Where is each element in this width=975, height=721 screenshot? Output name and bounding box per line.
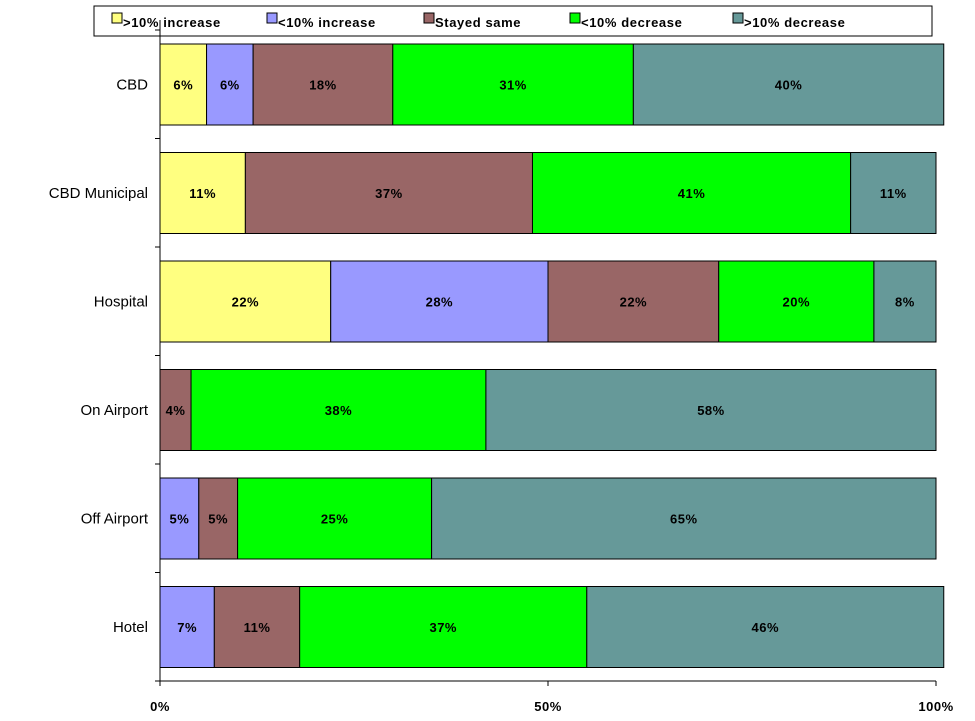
bar-segment xyxy=(244,152,533,234)
bar-segment xyxy=(718,260,875,343)
category-label: Off Airport xyxy=(81,511,149,528)
data-label: 7% xyxy=(177,620,197,635)
data-label: 4% xyxy=(166,403,186,418)
bar-segment xyxy=(632,43,945,126)
legend-swatch xyxy=(569,12,581,24)
data-label: 58% xyxy=(697,403,725,418)
bar-segment xyxy=(850,152,937,234)
plot-area: 6% 6% 18% 31% 40% 11% 37% 41% 11% 22% 28% 22% 20% 8% 4… xyxy=(159,43,945,668)
x-tick-label: 100% xyxy=(918,699,953,714)
bar-segment xyxy=(190,369,487,451)
data-label: 11% xyxy=(880,186,907,201)
category-label: Hospital xyxy=(94,294,148,311)
bar-segment xyxy=(586,586,945,668)
legend-swatch xyxy=(111,12,123,24)
x-tick-label: 50% xyxy=(534,699,562,714)
legend-entry: >10% increase xyxy=(123,15,221,30)
legend-entry: <10% increase xyxy=(278,15,376,30)
bar-segment xyxy=(159,477,200,560)
legend-entry: >10% decrease xyxy=(744,15,845,30)
data-label: 38% xyxy=(325,403,353,418)
bar-segment xyxy=(299,586,588,668)
bar-segment xyxy=(159,152,246,234)
bar-segment xyxy=(330,260,549,343)
bar-segment xyxy=(252,43,394,126)
legend-box xyxy=(93,5,933,37)
bar-segment xyxy=(392,43,634,126)
bar-segment xyxy=(237,477,433,560)
data-label: 11% xyxy=(189,186,216,201)
legend-swatch xyxy=(732,12,744,24)
category-label: On Airport xyxy=(80,402,148,419)
data-label: 65% xyxy=(670,512,698,527)
data-label: 25% xyxy=(321,512,349,527)
legend-swatch xyxy=(266,12,278,24)
data-label: 11% xyxy=(244,620,271,635)
data-label: 20% xyxy=(783,295,811,310)
data-label: 22% xyxy=(620,295,648,310)
data-label: 46% xyxy=(752,620,780,635)
legend: >10% increase <10% increase Stayed same <10… xyxy=(93,5,933,37)
bar-segment xyxy=(159,586,215,668)
bar-segment xyxy=(206,43,254,126)
bar-segment xyxy=(431,477,937,560)
data-label: 41% xyxy=(678,186,706,201)
bar-segment xyxy=(485,369,937,451)
legend-entry: <10% decrease xyxy=(581,15,682,30)
bar-segment xyxy=(873,260,937,343)
data-label: 5% xyxy=(208,512,228,527)
data-label: 37% xyxy=(375,186,403,201)
legend-swatch xyxy=(423,12,435,24)
data-label: 6% xyxy=(173,78,193,93)
x-tick-label: 0% xyxy=(150,699,170,714)
bar-segment xyxy=(547,260,720,343)
category-label: CBD xyxy=(116,77,148,94)
data-label: 8% xyxy=(895,295,915,310)
data-label: 37% xyxy=(429,620,457,635)
category-label: CBD Municipal xyxy=(49,185,148,202)
bar-segment xyxy=(198,477,239,560)
data-label: 40% xyxy=(775,78,803,93)
bar-segment xyxy=(159,43,208,126)
data-label: 31% xyxy=(499,78,527,93)
axes: CBD CBD Municipal Hospital On Airport Off Ai… xyxy=(49,20,953,714)
data-label: 28% xyxy=(426,295,454,310)
legend-entry: Stayed same xyxy=(435,15,521,30)
bar-segment xyxy=(531,152,852,234)
data-label: 22% xyxy=(232,295,260,310)
data-label: 18% xyxy=(309,78,337,93)
data-label: 5% xyxy=(170,512,190,527)
category-label: Hotel xyxy=(113,619,148,636)
data-label: 6% xyxy=(220,78,240,93)
